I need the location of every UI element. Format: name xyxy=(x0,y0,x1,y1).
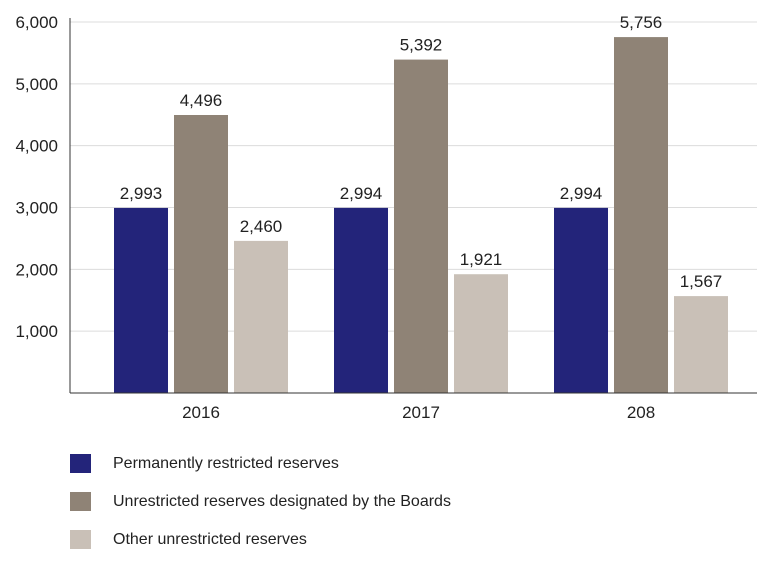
bar xyxy=(114,207,168,393)
bar xyxy=(674,296,728,393)
bar xyxy=(334,207,388,393)
data-labels: 2,993 4,496 2,460 2,994 5,392 1,921 2,994 5,756… xyxy=(120,13,723,291)
legend-label: Permanently restricted reserves xyxy=(113,454,339,472)
legend-swatch xyxy=(70,454,91,473)
legend-label: Other unrestricted reserves xyxy=(113,530,307,548)
legend: Permanently restricted reserves Unrestric… xyxy=(70,454,451,568)
x-tick-label: 208 xyxy=(627,403,655,422)
legend-swatch xyxy=(70,492,91,511)
x-axis-tick-labels: 2016 2017 208 xyxy=(182,403,655,422)
legend-label: Unrestricted reserves designated by the … xyxy=(113,492,451,510)
bar-chart: 1,000 2,000 3,000 4,000 5,000 6,000 2,993 4,49… xyxy=(15,13,757,422)
data-label: 2,994 xyxy=(340,184,383,203)
bar xyxy=(454,274,508,393)
legend-swatch xyxy=(70,530,91,549)
data-label: 2,994 xyxy=(560,184,603,203)
bar xyxy=(554,207,608,393)
bar xyxy=(174,114,228,394)
y-tick-label: 2,000 xyxy=(15,260,58,279)
legend-item: Other unrestricted reserves xyxy=(70,530,451,549)
x-tick-label: 2017 xyxy=(402,403,440,422)
y-tick-label: 3,000 xyxy=(15,199,58,218)
y-tick-label: 5,000 xyxy=(15,75,58,94)
data-label: 1,921 xyxy=(460,250,503,269)
data-label: 2,993 xyxy=(120,184,163,203)
y-axis-tick-labels: 1,000 2,000 3,000 4,000 5,000 6,000 xyxy=(15,13,58,341)
x-tick-label: 2016 xyxy=(182,403,220,422)
data-label: 1,567 xyxy=(680,272,723,291)
bar xyxy=(234,240,288,393)
y-tick-label: 4,000 xyxy=(15,137,58,156)
bar xyxy=(614,37,668,393)
legend-item: Unrestricted reserves designated by the … xyxy=(70,492,451,511)
legend-item: Permanently restricted reserves xyxy=(70,454,451,473)
y-tick-label: 6,000 xyxy=(15,13,58,32)
bar xyxy=(394,59,448,393)
data-label: 2,460 xyxy=(240,217,283,236)
data-label: 5,756 xyxy=(620,13,663,32)
data-label: 4,496 xyxy=(180,91,223,110)
bars xyxy=(114,37,728,394)
data-label: 5,392 xyxy=(400,36,443,55)
y-tick-label: 1,000 xyxy=(15,322,58,341)
